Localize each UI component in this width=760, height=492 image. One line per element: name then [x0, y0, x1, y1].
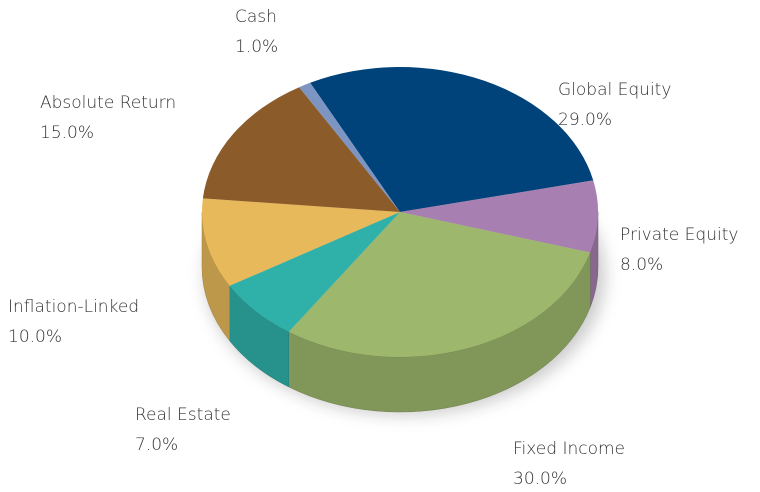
slice-label: Fixed Income [513, 439, 625, 459]
slice-value-label: 29.0% [558, 110, 612, 130]
slice [310, 67, 594, 212]
slice [202, 87, 400, 212]
slice-label: Cash [235, 7, 277, 27]
slice [288, 212, 591, 357]
slice [400, 180, 598, 253]
slice-label: Global Equity [558, 80, 671, 100]
slice [299, 82, 400, 213]
slice-value-label: 10.0% [8, 327, 62, 347]
slice-value-label: 8.0% [620, 255, 663, 275]
slice-label: Absolute Return [40, 93, 176, 113]
slice-label: Real Estate [135, 405, 231, 425]
slice [229, 212, 400, 332]
slice-label: Inflation-Linked [8, 297, 139, 317]
slice-value-label: 15.0% [40, 123, 94, 143]
slice-label: Private Equity [620, 225, 738, 245]
slice-value-label: 30.0% [513, 469, 567, 489]
slice-value-label: 7.0% [135, 435, 178, 455]
slice [202, 198, 400, 286]
slice-value-label: 1.0% [235, 37, 278, 57]
